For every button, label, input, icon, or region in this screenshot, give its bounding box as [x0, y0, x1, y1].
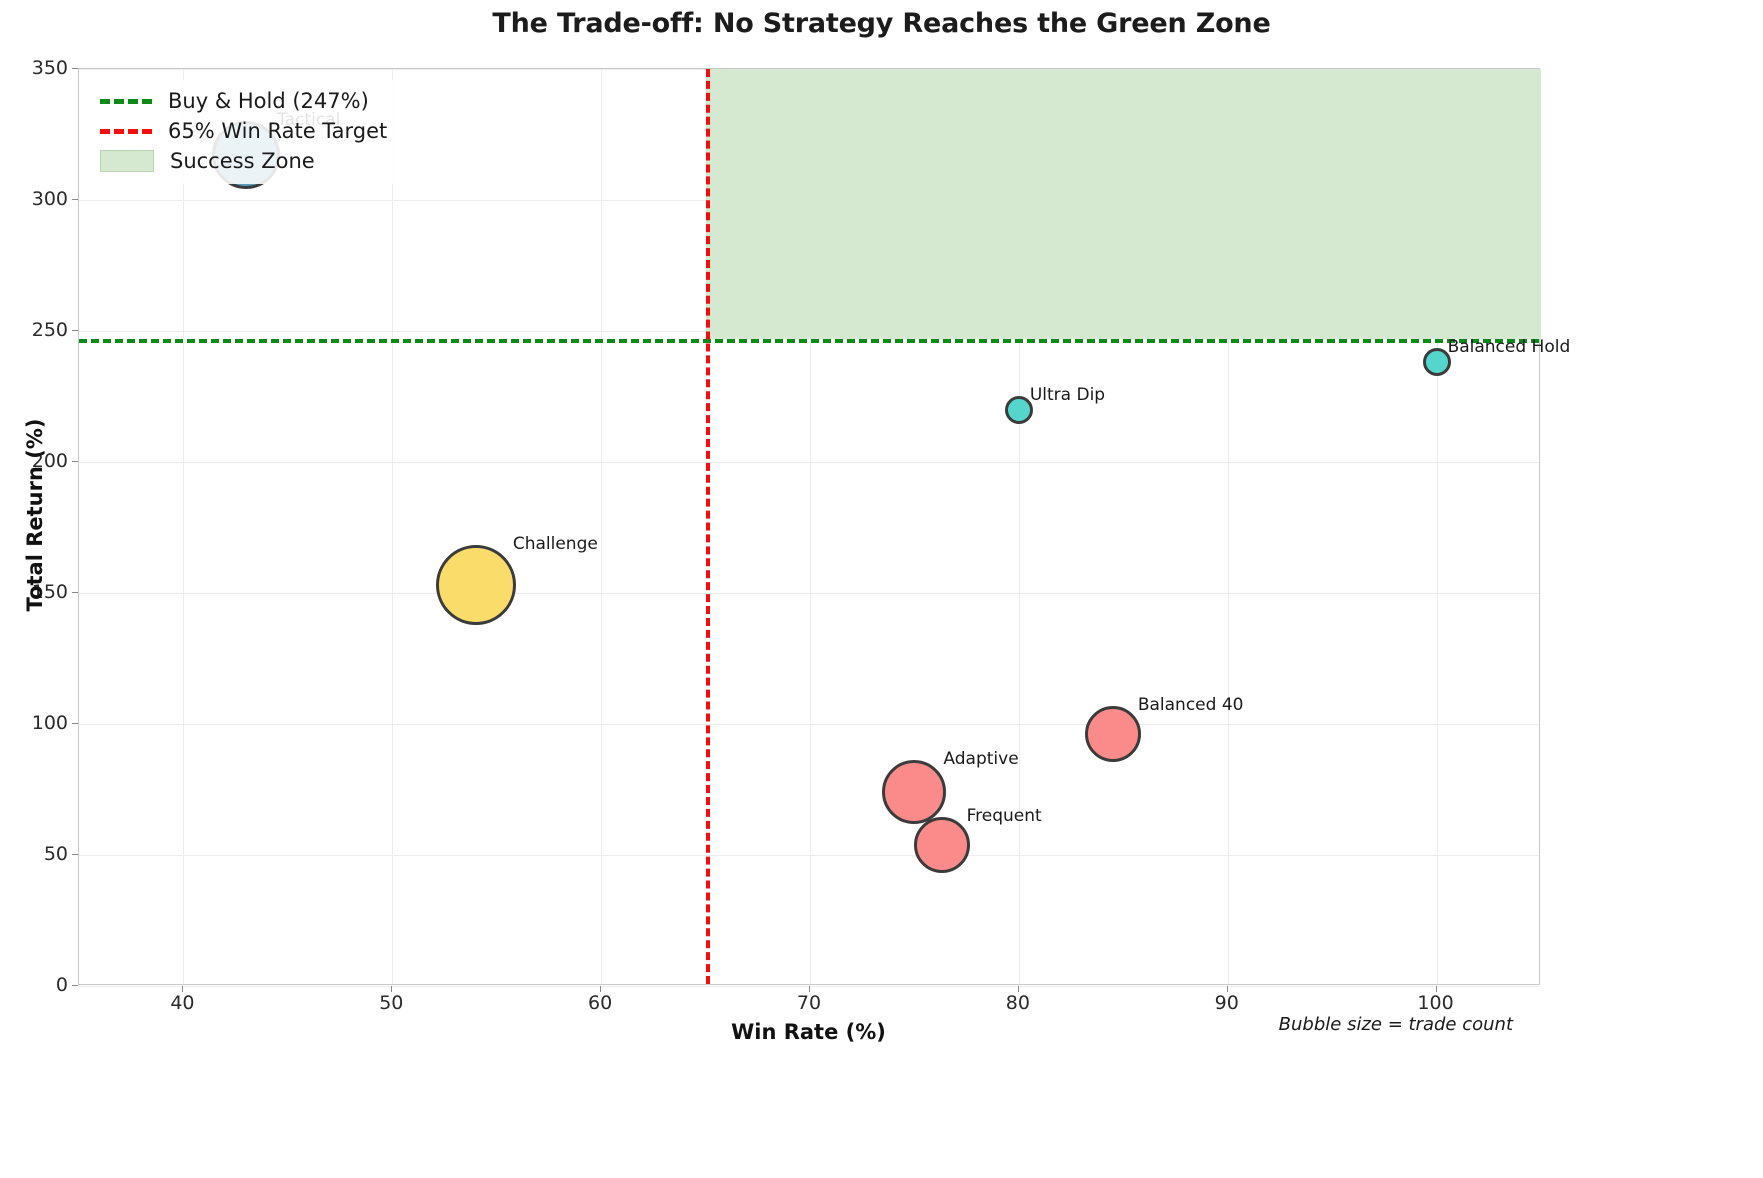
reference-line-win-rate-target [705, 69, 710, 984]
y-tick-label: 0 [55, 974, 68, 996]
bubble-balanced-40[interactable] [1084, 706, 1141, 763]
bubble-label-adaptive: Adaptive [943, 749, 1019, 770]
gridline-vertical [392, 69, 394, 984]
gridline-horizontal [79, 462, 1539, 463]
x-tick-label: 90 [1214, 992, 1239, 1014]
legend-item-65-win-rate-target[interactable]: 65% Win Rate Target [100, 116, 387, 146]
chart-legend: Buy & Hold (247%) 65% Win Rate Target Succ… [90, 80, 400, 184]
bubble-label-balanced-hold: Balanced Hold [1447, 337, 1571, 358]
x-tick-label: 70 [796, 992, 822, 1014]
x-tickmark [182, 986, 184, 992]
legend-swatch-icon [100, 120, 152, 142]
legend-label: Success Zone [170, 149, 315, 173]
y-tickmark [72, 199, 78, 200]
y-tick-label: 200 [31, 450, 68, 472]
gridline-vertical [1436, 69, 1438, 984]
x-tick-label: 40 [170, 992, 195, 1014]
legend-swatch-icon [100, 150, 154, 172]
y-tick-label: 150 [31, 581, 68, 603]
chart-title: The Trade-off: No Strategy Reaches the G… [492, 8, 1271, 39]
legend-label: 65% Win Rate Target [168, 119, 388, 143]
bubble-adaptive[interactable] [882, 760, 947, 825]
gridline-vertical [810, 69, 811, 984]
success-zone-shading [705, 69, 1541, 339]
bubble-size-note: Bubble size = trade count [1278, 1014, 1513, 1035]
x-tickmark [600, 986, 602, 992]
gridline-horizontal [79, 724, 1539, 725]
x-tickmark [1226, 986, 1228, 992]
gridline-vertical [601, 69, 603, 984]
gridline-vertical [1227, 69, 1229, 984]
bubble-label-frequent: Frequent [966, 805, 1042, 826]
bubble-balanced-hold[interactable] [1422, 348, 1451, 377]
y-axis-label: Total Return (%) [23, 418, 47, 612]
x-axis-label: Win Rate (%) [731, 1020, 886, 1044]
y-tickmark [72, 854, 78, 855]
legend-item-buy-hold-247-[interactable]: Buy & Hold (247%) [100, 86, 387, 116]
y-tick-label: 350 [31, 57, 68, 79]
gridline-horizontal [79, 593, 1539, 594]
y-tickmark [72, 330, 78, 331]
x-tick-label: 100 [1417, 992, 1454, 1014]
y-tick-label: 50 [43, 843, 68, 865]
x-tickmark [1017, 986, 1019, 992]
gridline-vertical [183, 69, 185, 984]
x-tick-label: 60 [588, 992, 613, 1014]
y-tick-label: 300 [31, 188, 68, 210]
bubble-label-ultra-dip: Ultra Dip [1029, 384, 1106, 405]
y-tickmark [72, 592, 78, 593]
x-tick-label: 80 [1005, 992, 1030, 1014]
x-tickmark [1435, 986, 1437, 992]
bubble-frequent[interactable] [913, 816, 970, 873]
bubble-challenge[interactable] [435, 545, 516, 626]
legend-swatch-icon [100, 90, 152, 112]
y-tickmark [72, 985, 78, 986]
y-tick-label: 100 [31, 712, 68, 734]
x-tickmark [809, 986, 810, 992]
bubble-label-challenge: Challenge [512, 534, 598, 555]
gridline-horizontal [79, 855, 1539, 856]
legend-item-success-zone[interactable]: Success Zone [100, 146, 387, 176]
y-tickmark [72, 723, 78, 724]
y-tickmark [72, 68, 78, 69]
y-tick-label: 250 [31, 319, 68, 341]
y-tickmark [72, 461, 78, 462]
reference-line-buy-and-hold [79, 338, 1539, 343]
x-tick-label: 50 [379, 992, 404, 1014]
gridline-vertical [1018, 69, 1020, 984]
legend-label: Buy & Hold (247%) [168, 89, 369, 113]
x-tickmark [391, 986, 393, 992]
bubble-ultra-dip[interactable] [1004, 395, 1033, 424]
bubble-label-balanced-40: Balanced 40 [1137, 695, 1244, 716]
